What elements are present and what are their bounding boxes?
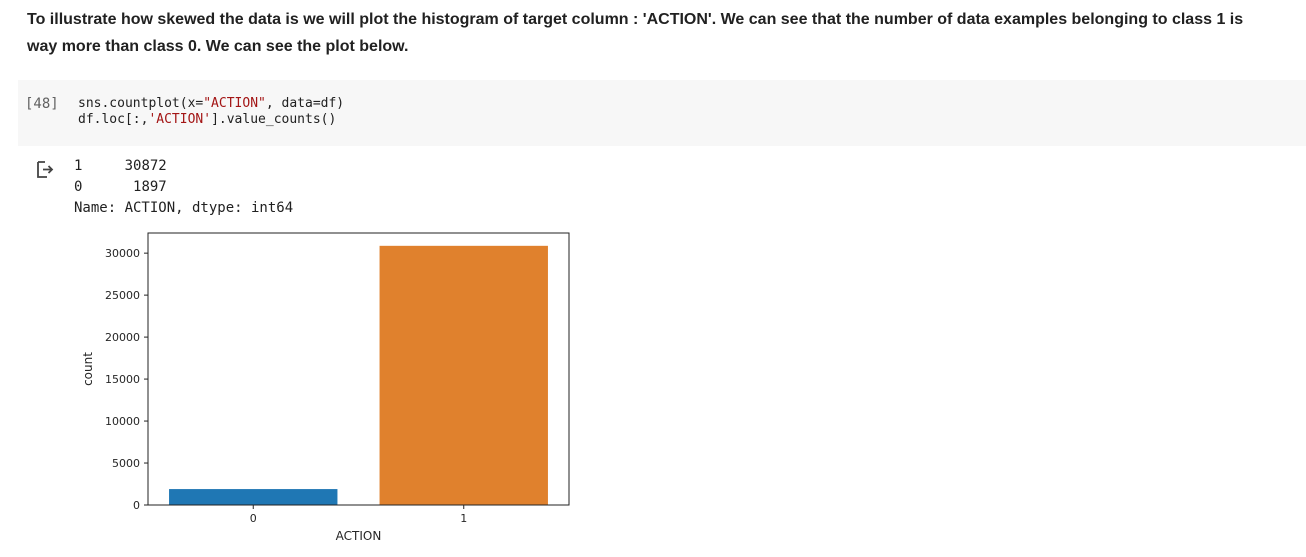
markdown-cell: To illustrate how skewed the data is we … [27,6,1297,60]
countplot-chart: 0 5000 10000 15000 20000 25000 30000 0 1 ACTION co… [81,232,570,543]
y-tick-label: 5000 [112,457,140,470]
y-tick-label: 0 [133,499,140,512]
code-string: 'ACTION' [148,112,212,127]
code-string: "ACTION" [203,96,266,111]
plot-frame [147,232,570,506]
execution-count: [48] [25,96,59,112]
code-token: , data=df) [265,96,345,111]
code-line-2: df.loc[:,'ACTION'].value_counts() [78,112,344,128]
output-row-2: 0 1897 [74,177,293,198]
x-tick-label: 1 [460,512,467,525]
output-value: 1897 [124,179,167,195]
bar-0 [169,489,338,505]
y-tick-label: 20000 [105,331,140,344]
x-axis-label: ACTION [336,529,382,543]
y-tick-label: 10000 [105,415,140,428]
markdown-line-2: way more than class 0. We can see the pl… [27,38,409,55]
output-value: 30872 [124,158,167,174]
code-editor[interactable]: sns.countplot(x="ACTION", data=df) df.loc… [78,96,344,128]
y-tick-label: 25000 [105,289,140,302]
code-line-1: sns.countplot(x="ACTION", data=df) [78,96,344,112]
y-axis-label: count [81,352,95,386]
code-cell[interactable]: [48] sns.countplot(x="ACTION", data=df) d… [18,80,1306,146]
output-text: 1 30872 0 1897 Name: ACTION, dtype: int64 [74,156,293,219]
markdown-line-1: To illustrate how skewed the data is we … [27,11,1244,28]
output-index: 1 [74,158,83,174]
output-arrow-icon[interactable] [35,160,55,180]
x-tick-label: 0 [250,512,257,525]
y-tick-label: 15000 [105,373,140,386]
y-tick-label: 30000 [105,247,140,260]
bar-1 [379,245,548,506]
code-token: ].value_counts() [211,112,337,127]
output-row-1: 1 30872 [74,156,293,177]
code-token: sns.countplot(x= [78,96,204,111]
output-index: 0 [74,179,83,195]
output-dtype: Name: ACTION, dtype: int64 [74,200,294,216]
code-token: df.loc[:, [78,112,149,127]
